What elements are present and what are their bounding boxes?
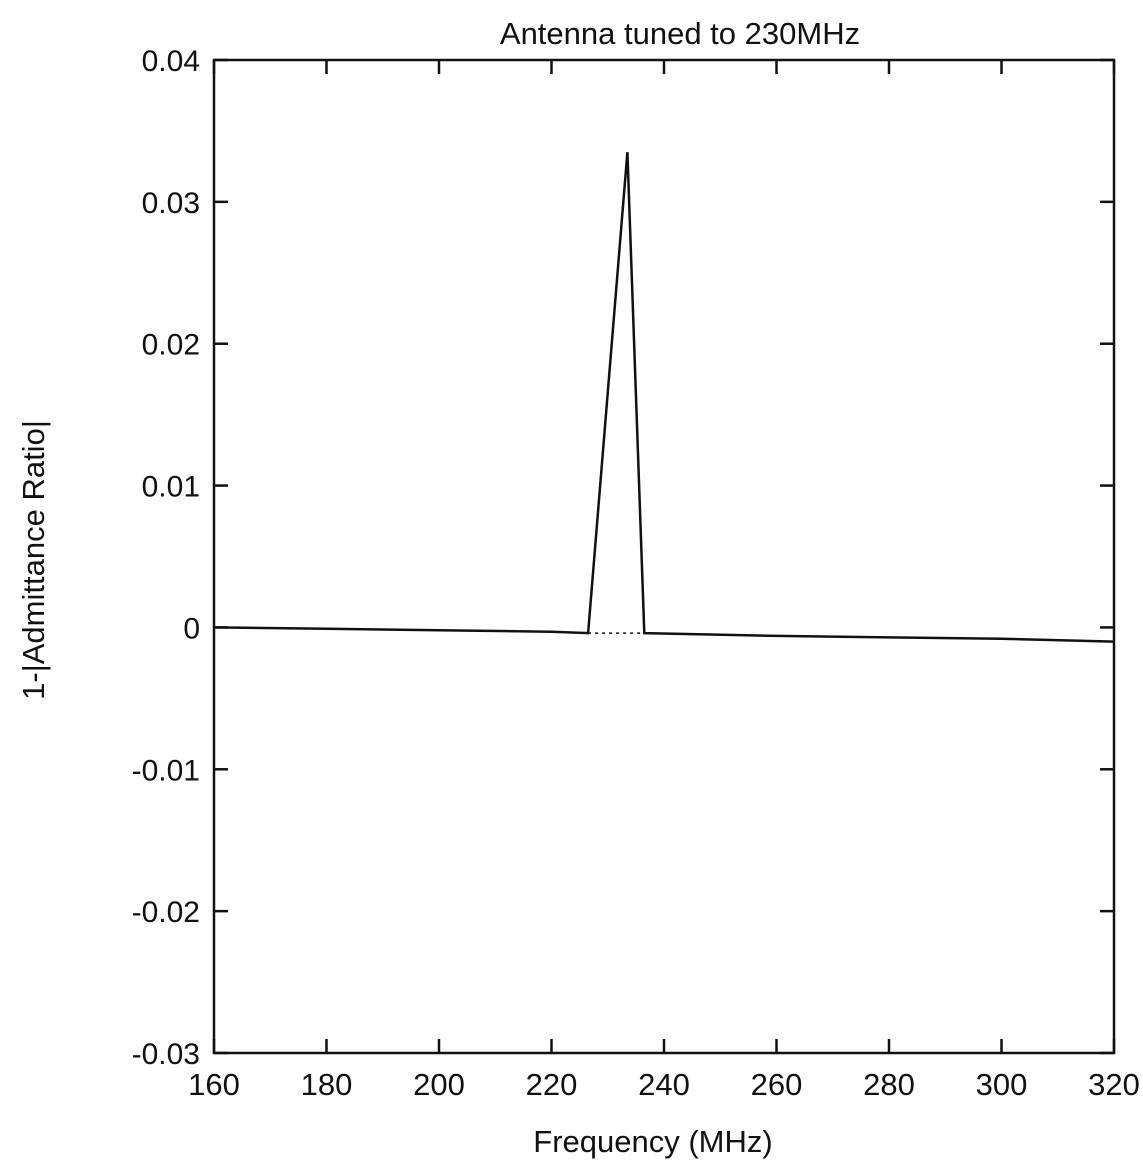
y-axis-label: 1-|Admittance Ratio| [16, 420, 51, 700]
chart-title: Antenna tuned to 230MHz [500, 16, 860, 51]
y-tick-label: 0.02 [142, 329, 200, 362]
x-tick-label: 220 [526, 1067, 578, 1102]
x-axis-label: Frequency (MHz) [533, 1124, 772, 1159]
y-tick-label: -0.02 [132, 896, 200, 929]
series-line [213, 152, 1115, 643]
y-tick-label: 0.03 [142, 187, 200, 220]
x-tick-label: 160 [188, 1067, 240, 1102]
y-tick-label: 0.01 [142, 471, 200, 504]
x-tick-label: 240 [638, 1067, 690, 1102]
ticks-layer: 160 180 200 220 240 260 280 300 320 0.04 0.03 0.02 0… [132, 45, 1140, 1102]
x-tick-label: 260 [751, 1067, 803, 1102]
y-tick-label: 0.04 [142, 45, 200, 78]
x-tick-label: 200 [413, 1067, 465, 1102]
x-tick-label: 300 [976, 1067, 1028, 1102]
x-tick-label: 320 [1088, 1067, 1140, 1102]
x-tick-label: 180 [301, 1067, 353, 1102]
y-tick-label: 0 [183, 612, 200, 645]
x-tick-label: 280 [863, 1067, 915, 1102]
series-layer [213, 152, 1115, 643]
plot-frame [212, 58, 1116, 1055]
y-tick-label: -0.03 [132, 1038, 200, 1071]
y-tick-label: -0.01 [132, 754, 200, 787]
